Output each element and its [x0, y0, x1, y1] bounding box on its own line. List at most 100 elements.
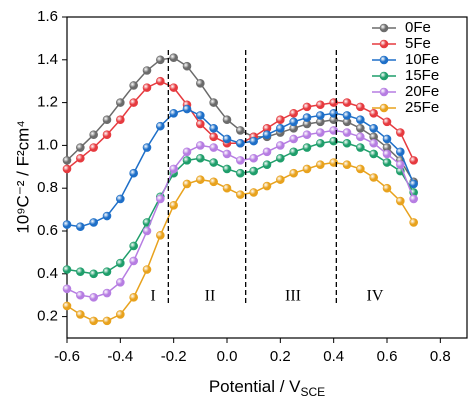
y-tick-label: 1.0	[37, 136, 58, 153]
data-point	[329, 158, 338, 167]
data-point	[262, 147, 272, 157]
data-point	[142, 265, 152, 274]
data-point	[209, 98, 218, 107]
data-point	[356, 164, 365, 174]
data-point	[369, 123, 378, 133]
data-point	[302, 130, 312, 139]
data-point	[236, 190, 245, 199]
data-point	[316, 111, 325, 120]
data-point	[129, 256, 138, 266]
data-point	[302, 143, 312, 152]
data-point	[102, 267, 112, 276]
data-point	[369, 149, 378, 159]
data-point	[116, 194, 125, 204]
y-tick-label: 1.6	[37, 8, 58, 25]
x-tick-label: -0.2	[161, 348, 187, 365]
data-point	[382, 183, 392, 193]
y-tick-label: 0.6	[37, 222, 58, 239]
data-point	[102, 316, 112, 326]
data-point	[236, 156, 245, 165]
x-tick-label: 0.8	[430, 348, 451, 365]
data-point	[62, 156, 72, 165]
data-point	[316, 138, 325, 148]
data-point	[209, 158, 218, 167]
legend-label: 20Fe	[405, 83, 439, 100]
data-point	[329, 136, 338, 146]
data-point	[222, 149, 232, 159]
data-point	[116, 98, 125, 107]
data-point	[329, 126, 338, 135]
data-point	[409, 218, 418, 227]
data-point	[142, 66, 152, 75]
x-tick-label: 0.0	[217, 348, 238, 365]
data-point	[396, 128, 405, 137]
region-label: II	[205, 288, 216, 305]
data-point	[182, 104, 192, 114]
data-point	[289, 117, 298, 127]
data-point	[156, 55, 165, 65]
x-tick-label: -0.6	[54, 348, 80, 365]
data-point	[62, 265, 72, 274]
x-tick-label: 0.6	[377, 348, 398, 365]
data-point	[262, 160, 272, 169]
data-point	[302, 102, 312, 112]
data-point	[169, 109, 178, 118]
data-point	[156, 194, 165, 204]
data-point	[156, 76, 165, 86]
data-point	[329, 98, 338, 107]
legend-label: 10Fe	[405, 51, 439, 68]
data-point	[276, 141, 285, 150]
y-tick-label: 1.2	[37, 94, 58, 111]
data-point	[156, 230, 165, 240]
plot-frame	[66, 16, 468, 339]
data-point	[76, 222, 85, 232]
data-point	[236, 126, 245, 135]
data-point	[129, 241, 138, 251]
data-point	[76, 267, 85, 276]
data-point	[302, 164, 312, 174]
data-point	[369, 173, 378, 182]
data-point	[209, 132, 218, 142]
data-point	[409, 156, 418, 165]
data-point	[102, 130, 112, 139]
data-point	[369, 109, 378, 118]
data-point	[129, 168, 138, 178]
data-point	[89, 143, 98, 152]
data-point	[289, 147, 298, 157]
data-point	[196, 111, 205, 120]
legend-marker	[379, 87, 389, 97]
data-point	[209, 177, 218, 187]
data-point	[382, 158, 392, 167]
data-point	[182, 61, 192, 71]
y-tick-label: 0.8	[37, 179, 58, 196]
x-tick-label: -0.4	[107, 348, 133, 365]
data-point	[409, 194, 418, 204]
data-point	[89, 130, 98, 139]
legend-label: 15Fe	[405, 67, 439, 84]
data-point	[329, 109, 338, 118]
data-point	[62, 220, 72, 229]
region-label: III	[285, 288, 301, 305]
data-point	[262, 130, 272, 139]
data-point	[222, 134, 232, 144]
data-point	[302, 113, 312, 122]
data-point	[89, 293, 98, 302]
data-point	[222, 183, 232, 193]
data-point	[342, 98, 352, 107]
data-point	[356, 132, 365, 142]
data-point	[102, 211, 112, 221]
data-point	[182, 147, 192, 157]
region-label: I	[150, 288, 155, 305]
data-point	[236, 168, 245, 178]
data-point	[169, 83, 178, 92]
data-point	[196, 141, 205, 150]
data-point	[409, 179, 418, 189]
data-point	[382, 117, 392, 127]
data-point	[276, 153, 285, 163]
legend-marker	[379, 39, 389, 49]
data-point	[369, 138, 378, 148]
data-point	[276, 115, 285, 125]
data-point	[222, 164, 232, 174]
legend-marker	[379, 23, 389, 33]
data-point	[116, 258, 125, 268]
